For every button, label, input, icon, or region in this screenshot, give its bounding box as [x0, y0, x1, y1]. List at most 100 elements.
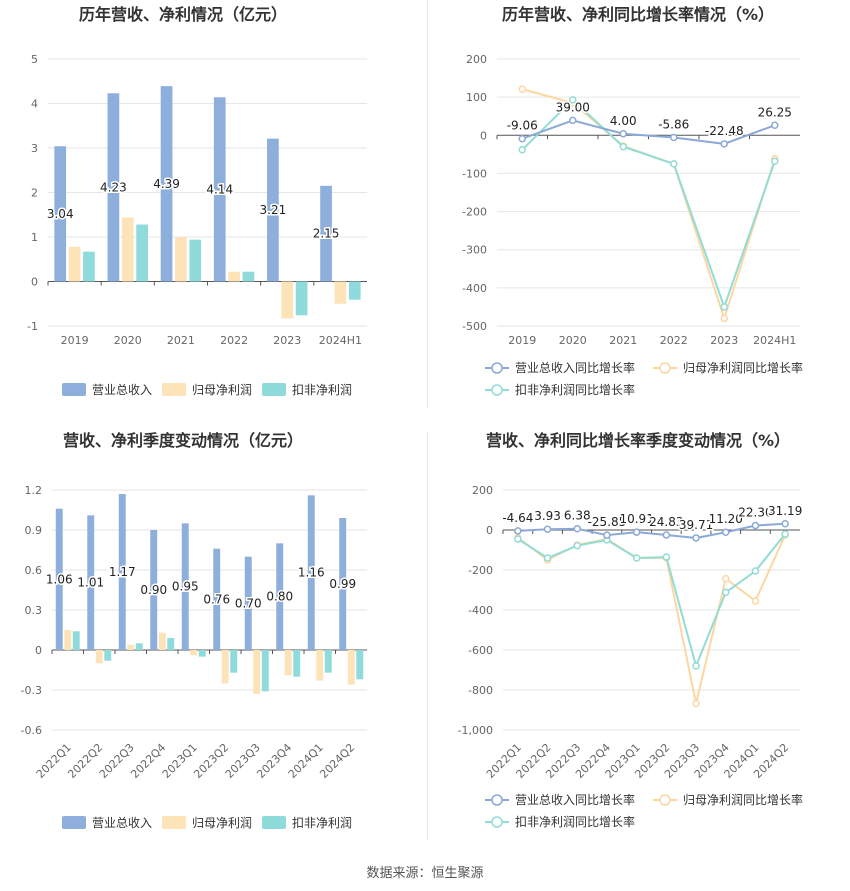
bar-net-profit: [253, 650, 261, 694]
bar-deducted-net-profit: [356, 650, 364, 680]
y-tick-label: 0: [480, 129, 487, 142]
y-tick-label: 0: [35, 644, 42, 657]
x-tick-label: 2022: [220, 334, 248, 347]
bar-deducted-net-profit: [230, 650, 238, 673]
legend-label: 归母净利润同比增长率: [683, 792, 803, 807]
bar-deducted-net-profit: [242, 271, 255, 282]
line-point: [722, 528, 730, 536]
line-point: [518, 85, 526, 93]
line-data-label: -9.06: [507, 119, 538, 133]
legend-label: 扣非净利润同比增长率: [515, 814, 635, 829]
line-point: [751, 597, 760, 605]
y-tick-label: -400: [468, 604, 493, 617]
legend-label: 归母净利润: [192, 383, 252, 397]
legend-label: 营业总收入: [92, 383, 152, 397]
bar-revenue: [160, 86, 173, 282]
bar-deducted-net-profit: [83, 251, 95, 282]
bar-deducted-net-profit: [136, 224, 148, 282]
y-tick-label: -500: [462, 320, 487, 333]
legend-marker: [491, 384, 503, 396]
y-tick-label: -200: [462, 206, 487, 219]
line-data-label: 22.30: [738, 506, 772, 520]
bar-net-profit: [347, 650, 355, 685]
line-data-label: -4.64: [502, 511, 533, 525]
legend-swatch: [262, 816, 286, 829]
bar-data-label: 0.95: [172, 580, 199, 594]
quarterly-bar-chart: 营收、净利季度变动情况（亿元）-0.6-0.300.30.60.91.22022…: [21, 431, 367, 830]
y-tick-label: -600: [468, 644, 493, 657]
line-data-label: 39.71: [679, 518, 713, 532]
bar-data-label: 0.70: [235, 596, 262, 610]
line-deducted-growth: [521, 98, 776, 310]
y-tick-label: 0.9: [25, 524, 43, 537]
bar-net-profit: [175, 237, 187, 282]
bar-data-label: 0.99: [329, 577, 356, 591]
x-tick-label: 2019: [508, 334, 536, 347]
line-point: [573, 524, 581, 533]
line-revenue-growth: [517, 522, 786, 539]
bar-data-label: 1.16: [298, 566, 325, 580]
x-tick-label: 2024Q2: [317, 741, 357, 781]
line-point: [722, 574, 730, 583]
line-point: [670, 160, 678, 168]
line-data-label: 3.93: [534, 509, 561, 523]
y-tick-label: 4: [31, 98, 38, 111]
bar-net-profit: [121, 217, 134, 282]
line-point: [603, 531, 611, 539]
chart-annual-growth-rate: 历年营收、净利同比增长率情况（%） -500 -400 -300 -200 -100 0 10…: [425, 0, 850, 430]
y-tick-label: 5: [31, 53, 38, 66]
line-point: [771, 121, 779, 130]
bar-revenue: [87, 515, 95, 650]
legend-label: 归母净利润同比增长率: [683, 360, 803, 375]
y-tick-label: -100: [462, 167, 487, 180]
bar-net-profit: [334, 281, 347, 304]
line-point: [670, 133, 678, 142]
line-data-label: 10.91: [619, 512, 653, 526]
chart-title: 营收、净利同比增长率季度变动情况（%）: [486, 431, 790, 450]
line-point: [514, 535, 522, 543]
chart-title: 历年营收、净利情况（亿元）: [79, 5, 287, 24]
y-tick-label: 0.6: [25, 564, 43, 577]
bar-net-profit: [316, 650, 324, 681]
legend-label: 扣非净利润: [292, 383, 352, 397]
bar-data-label: 2.15: [313, 227, 340, 241]
bar-net-profit: [281, 281, 294, 319]
line-point: [543, 525, 552, 533]
x-tick-label: 2022: [660, 334, 688, 347]
line-data-label: 4.00: [610, 114, 637, 128]
bar-net-profit: [158, 632, 166, 650]
y-tick-label: -400: [462, 282, 487, 295]
bar-net-profit: [64, 630, 72, 650]
line-data-label: -25.85: [588, 515, 627, 529]
bar-revenue: [307, 495, 315, 650]
x-tick-label: 2024H1: [753, 334, 796, 347]
bar-revenue: [320, 185, 332, 282]
line-revenue-growth: [521, 119, 776, 145]
y-tick-label: -0.6: [21, 724, 42, 737]
x-tick-label: 2021: [609, 334, 637, 347]
legend-label: 扣非净利润: [292, 816, 352, 830]
legend-label: 归母净利润: [192, 816, 252, 830]
chart-quarterly-growth-rate: 营收、净利同比增长率季度变动情况（%） -1,000 -800 -600 -400 -20…: [425, 430, 850, 860]
bar-revenue: [276, 543, 284, 650]
line-point: [573, 541, 581, 550]
bar-revenue: [150, 530, 158, 650]
bar-revenue: [54, 146, 67, 282]
bar-data-label: 1.01: [77, 576, 104, 590]
line-point: [514, 527, 522, 535]
bar-data-label: 4.39: [153, 177, 180, 191]
y-tick-label: 0: [31, 276, 38, 289]
legend-marker: [659, 794, 671, 806]
line-point: [662, 553, 671, 561]
line-point: [543, 554, 552, 562]
legend-label: 营业总收入: [92, 816, 152, 830]
bar-deducted-net-profit: [324, 650, 332, 673]
bar-revenue: [339, 518, 347, 650]
bar-revenue: [213, 97, 226, 282]
legend-swatch: [162, 816, 186, 829]
bar-revenue: [107, 93, 120, 282]
x-tick-label: 2021: [167, 334, 195, 347]
bar-net-profit: [127, 644, 135, 650]
quarterly-growth-line-chart: 营收、净利同比增长率季度变动情况（%） -1,000 -800 -600 -400 -20…: [458, 431, 804, 829]
x-tick-label: 2024H1: [319, 334, 362, 347]
